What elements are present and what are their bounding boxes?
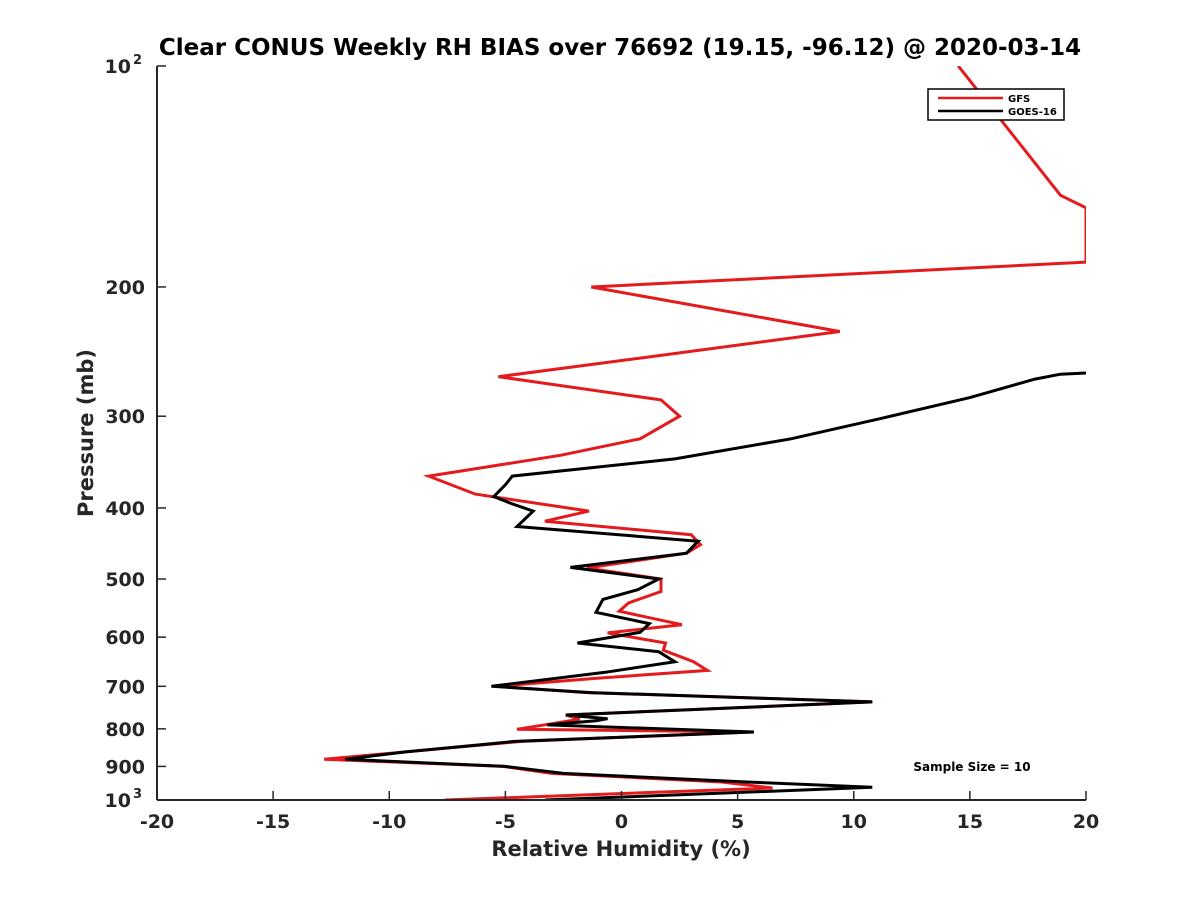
y-tick-label: 800 — [105, 719, 145, 741]
series-line-gfs — [324, 66, 1086, 800]
y-tick-label: 10 — [105, 790, 131, 812]
y-tick-label: 10 — [105, 56, 131, 78]
y-tick-label: 600 — [105, 627, 145, 649]
legend-label-gfs: GFS — [1008, 94, 1030, 105]
x-tick-label: 20 — [1073, 811, 1099, 833]
legend: GFS GOES-16 — [927, 88, 1065, 121]
series-layer — [324, 66, 1086, 800]
legend-box — [927, 88, 1065, 121]
x-tick-label: 5 — [731, 811, 744, 833]
y-tick-label: 900 — [105, 756, 145, 778]
chart-title: Clear CONUS Weekly RH BIAS over 76692 (1… — [159, 35, 1081, 61]
y-tick-exponent: 3 — [133, 787, 142, 802]
x-tick-label: -20 — [140, 811, 174, 833]
x-tick-label: -5 — [495, 811, 516, 833]
y-tick-label: 400 — [105, 498, 145, 520]
y-tick-label: 200 — [105, 277, 145, 299]
y-tick-label: 500 — [105, 569, 145, 591]
y-tick-label: 300 — [105, 406, 145, 428]
y-tick-exponent: 2 — [133, 53, 142, 68]
y-axis-label: Pressure (mb) — [74, 349, 98, 517]
y-tick-label: 700 — [105, 676, 145, 698]
x-axis-label: Relative Humidity (%) — [491, 837, 750, 861]
x-tick-label: -15 — [256, 811, 290, 833]
sample-size-annotation: Sample Size = 10 — [913, 760, 1030, 774]
series-line-goes-16 — [344, 371, 1086, 800]
x-tick-label: 15 — [957, 811, 983, 833]
legend-label-goes-16: GOES-16 — [1008, 107, 1057, 118]
x-tick-label: 10 — [841, 811, 867, 833]
x-tick-label: 0 — [615, 811, 628, 833]
x-tick-label: -10 — [372, 811, 406, 833]
